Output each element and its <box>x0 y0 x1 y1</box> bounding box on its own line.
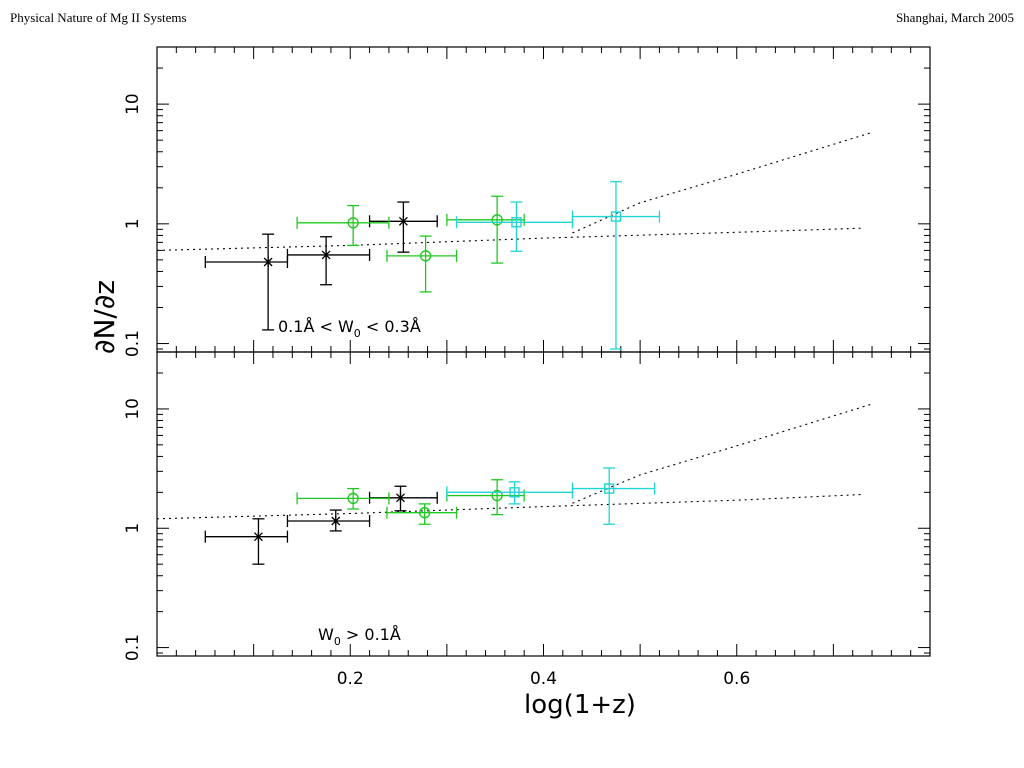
y-axis-label: ∂N/∂z <box>88 280 121 354</box>
data-point-circle <box>418 507 431 519</box>
data-point-circle <box>491 214 503 226</box>
data-point-cross <box>263 256 273 267</box>
header-venue: Shanghai, March 2005 <box>895 10 1014 25</box>
y-tick-label: 10 <box>123 398 143 420</box>
y-tick-label: 0.1 <box>123 634 143 661</box>
header-title: Physical Nature of Mg II Systems <box>10 10 187 25</box>
x-tick-label: 0.2 <box>337 669 364 689</box>
data-point-circle <box>491 489 503 502</box>
panel-label: 0.1Å < W0 < 0.3Å <box>278 317 421 340</box>
data-point-square <box>509 487 520 498</box>
panel-frame <box>156 46 931 353</box>
x-axis-label: log(1+z) <box>524 690 636 720</box>
model-curve <box>156 227 863 251</box>
panel-frame <box>156 351 931 657</box>
data-point-square <box>604 483 615 494</box>
data-point-square <box>511 217 522 228</box>
panel-label: W0 > 0.1Å <box>318 625 401 648</box>
y-tick-label: 0.1 <box>123 330 143 357</box>
x-tick-label: 0.6 <box>723 669 750 689</box>
data-point-cross <box>398 216 408 227</box>
model-curve <box>572 131 873 234</box>
data-point-cross <box>253 531 263 542</box>
data-point-circle <box>419 250 432 262</box>
data-point-circle <box>347 492 359 505</box>
y-tick-label: 1 <box>123 218 143 229</box>
model-curve <box>156 493 863 520</box>
data-point-cross <box>396 492 405 503</box>
y-tick-label: 10 <box>123 93 143 115</box>
x-tick-label: 0.4 <box>530 669 557 689</box>
data-point-circle <box>347 217 359 229</box>
data-point-cross <box>321 249 331 260</box>
data-point-cross <box>331 516 341 527</box>
data-point-square <box>610 211 622 222</box>
y-tick-label: 1 <box>123 523 143 534</box>
